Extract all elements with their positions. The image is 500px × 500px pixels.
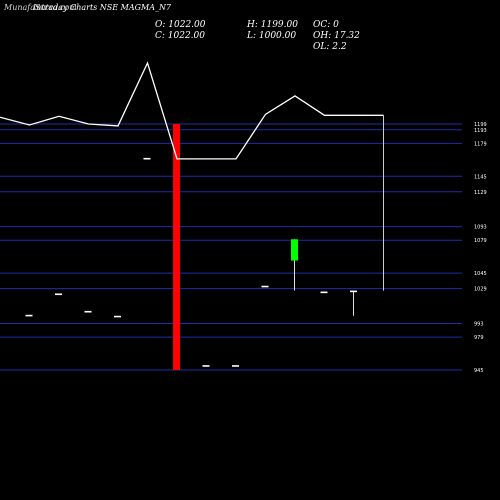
candle-doji	[143, 157, 151, 160]
y-tick-label: 993	[474, 322, 484, 328]
high-value: H: 1199.00	[247, 20, 298, 30]
y-tick-label: 979	[474, 335, 484, 341]
y-tick-label: 1199	[474, 122, 487, 128]
y-tick-label: 1045	[474, 271, 487, 277]
oh-value: OH: 17.32	[313, 31, 360, 41]
watermark: MunafaSutra.com	[4, 3, 77, 12]
candle-doji	[25, 314, 33, 317]
y-tick-label: 1145	[474, 174, 487, 180]
y-tick-label: 1193	[474, 128, 487, 134]
candle-doji	[232, 365, 239, 367]
close-value: C: 1022.00	[155, 31, 205, 41]
candle-doji	[320, 291, 328, 294]
y-tick-label: 1093	[474, 225, 487, 231]
candle-doji	[261, 285, 269, 288]
y-tick-label: 945	[474, 368, 484, 374]
price-line	[0, 61, 384, 160]
candle-up	[291, 239, 298, 261]
y-tick-label: 1029	[474, 287, 487, 293]
y-tick-label: 1179	[474, 141, 487, 147]
candle-doji	[350, 290, 357, 293]
low-value: L: 1000.00	[247, 31, 297, 41]
y-tick-label: 1079	[474, 238, 487, 244]
y-tick-label: 1129	[474, 190, 487, 196]
chart-title: Intraday Charts NSE MAGMA_N7	[33, 3, 172, 12]
candle-doji	[84, 310, 92, 313]
candle-doji	[202, 365, 210, 367]
oc-value: OC: 0	[313, 20, 339, 30]
ol-value: OL: 2.2	[313, 42, 347, 52]
candle-doji	[114, 315, 121, 318]
candle-down	[173, 124, 180, 370]
candle-doji	[55, 293, 62, 296]
open-value: O: 1022.00	[155, 20, 206, 30]
